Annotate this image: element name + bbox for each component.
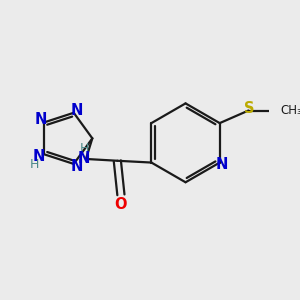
Text: N: N [70, 159, 82, 174]
Text: N: N [33, 149, 45, 164]
Text: H: H [80, 142, 89, 155]
Text: H: H [30, 158, 39, 171]
Text: N: N [35, 112, 47, 128]
Text: N: N [215, 157, 228, 172]
Text: N: N [78, 151, 90, 166]
Text: CH₃: CH₃ [281, 104, 300, 117]
Text: O: O [115, 197, 127, 212]
Text: S: S [244, 101, 254, 116]
Text: N: N [70, 103, 82, 118]
